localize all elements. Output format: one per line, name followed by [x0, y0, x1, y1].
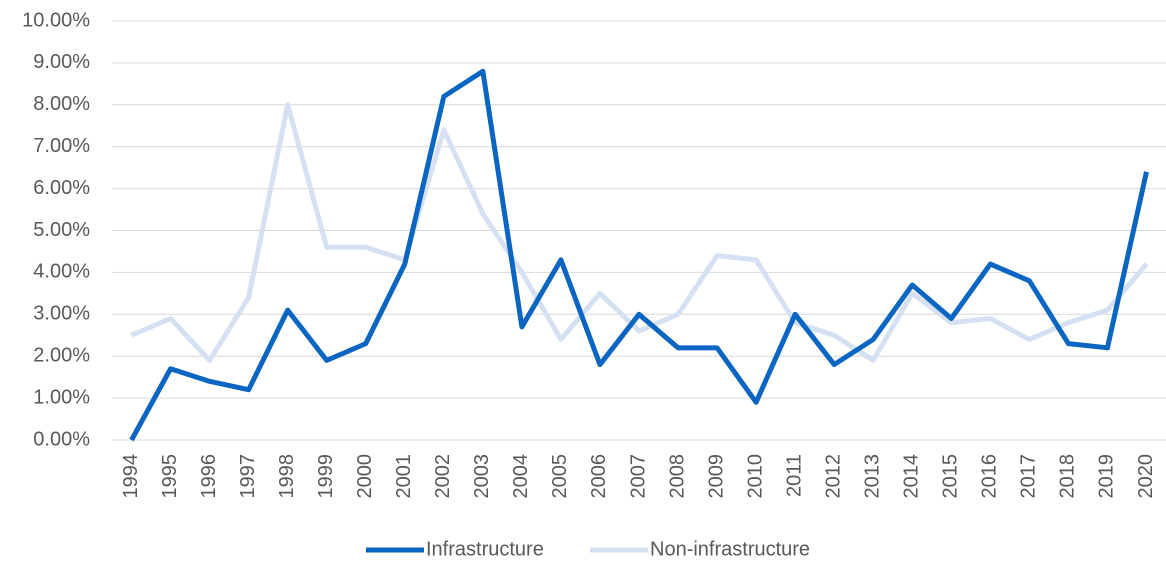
y-tick-label: 8.00%	[33, 93, 90, 115]
y-tick-label: 1.00%	[33, 386, 90, 408]
legend-label: Infrastructure	[426, 538, 544, 560]
x-tick-label: 2016	[979, 454, 1001, 499]
x-tick-label: 2017	[1018, 454, 1040, 499]
legend-label: Non-infrastructure	[650, 538, 810, 560]
x-tick-label: 2008	[666, 454, 688, 499]
x-tick-label: 1999	[315, 454, 337, 499]
x-tick-label: 2019	[1096, 454, 1118, 499]
y-tick-label: 7.00%	[33, 135, 90, 157]
x-tick-label: 1996	[198, 454, 220, 499]
x-tick-label: 2001	[393, 454, 415, 499]
x-tick-label: 2002	[432, 454, 454, 499]
x-tick-label: 2018	[1057, 454, 1079, 499]
x-tick-label: 1998	[276, 454, 298, 499]
x-tick-label: 2004	[510, 454, 532, 499]
y-tick-label: 3.00%	[33, 303, 90, 325]
x-tick-label: 2010	[744, 454, 766, 499]
x-tick-label: 2012	[822, 454, 844, 499]
y-tick-label: 6.00%	[33, 177, 90, 199]
y-tick-label: 2.00%	[33, 344, 90, 366]
x-tick-label: 2006	[588, 454, 610, 499]
y-tick-label: 4.00%	[33, 261, 90, 283]
x-tick-label: 2009	[705, 454, 727, 499]
x-tick-label: 2014	[901, 454, 923, 499]
x-tick-label: 2007	[627, 454, 649, 499]
x-tick-label: 2013	[862, 454, 884, 499]
y-tick-label: 0.00%	[33, 428, 90, 450]
y-tick-label: 9.00%	[33, 51, 90, 73]
x-tick-label: 1997	[237, 454, 259, 499]
x-tick-label: 2000	[354, 454, 376, 499]
x-tick-label: 2005	[549, 454, 571, 499]
x-tick-label: 2011	[783, 454, 805, 497]
x-tick-label: 2020	[1135, 454, 1157, 499]
line-series	[130, 102, 1149, 363]
x-tick-label: 2003	[471, 454, 493, 499]
x-tick-label: 1995	[159, 454, 181, 499]
x-tick-label: 1994	[120, 454, 142, 499]
y-tick-label: 10.00%	[22, 9, 90, 31]
x-tick-label: 2015	[940, 454, 962, 499]
y-tick-label: 5.00%	[33, 219, 90, 241]
line-series	[129, 68, 1149, 442]
